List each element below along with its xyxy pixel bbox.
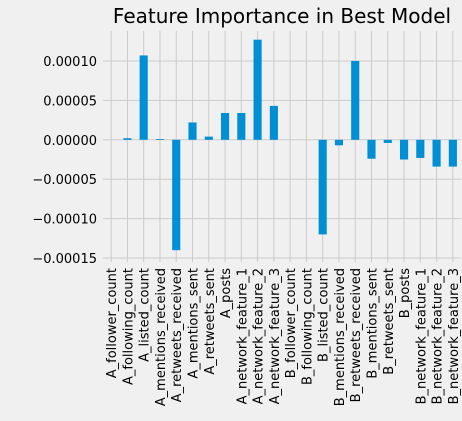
x-tick-label: A_network_feature_3 bbox=[268, 268, 283, 404]
x-tick-label: B_following_count bbox=[300, 268, 315, 385]
bar-a-network-feature-2 bbox=[253, 39, 262, 140]
bar-a-mentions-received bbox=[155, 139, 165, 140]
x-tick-label: A_listed_count bbox=[138, 268, 153, 362]
x-tick-label: A_following_count bbox=[121, 268, 136, 385]
y-tick-labels: −0.00015 −0.00010 −0.00005 0.00000 0.00005 0.… bbox=[32, 55, 97, 267]
x-tick-label: A_retweets_sent bbox=[203, 268, 218, 375]
bar-b-network-feature-1 bbox=[416, 139, 425, 158]
x-tick-label: A_follower_count bbox=[105, 268, 120, 378]
bar-b-mentions-sent bbox=[367, 139, 376, 159]
y-tick-label: −0.00005 bbox=[32, 173, 97, 188]
y-tick-label: 0.00010 bbox=[43, 55, 97, 70]
x-tick-label: B_network_feature_3 bbox=[447, 268, 462, 404]
x-tick-label: B_listed_count bbox=[317, 268, 332, 362]
x-tick-label: B_retweets_received bbox=[349, 268, 364, 402]
bar-b-posts bbox=[399, 139, 409, 160]
bar-a-posts bbox=[220, 112, 230, 140]
x-tick-label: B_network_feature_1 bbox=[414, 268, 429, 404]
bar-b-retweets-received bbox=[351, 60, 360, 140]
y-tick-label: −0.00010 bbox=[32, 213, 97, 228]
x-tick-label: A_mentions_sent bbox=[187, 268, 202, 379]
x-tick-label: A_posts bbox=[219, 268, 234, 318]
x-tick-label: B_retweets_sent bbox=[382, 268, 397, 375]
bar-b-retweets-sent bbox=[383, 139, 392, 143]
bar-b-mentions-received bbox=[334, 139, 344, 146]
bar-a-network-feature-1 bbox=[237, 112, 246, 140]
bar-a-listed-count bbox=[139, 55, 148, 140]
bar-a-mentions-sent bbox=[188, 122, 197, 140]
x-tick-label: B_mentions_received bbox=[333, 268, 348, 406]
bars bbox=[123, 39, 457, 251]
x-tick-label: B_network_feature_2 bbox=[431, 268, 446, 404]
x-tick-label: A_mentions_received bbox=[154, 268, 169, 406]
chart-title: Feature Importance in Best Model bbox=[113, 4, 451, 28]
x-tick-label: A_network_feature_2 bbox=[252, 268, 267, 404]
y-tick-label: 0.00000 bbox=[43, 134, 97, 149]
x-tick-label: B_mentions_sent bbox=[366, 268, 381, 379]
bar-a-retweets-sent bbox=[204, 136, 213, 140]
x-tick-labels: A_follower_count A_following_count A_liste… bbox=[105, 268, 462, 406]
x-tick-label: A_network_feature_1 bbox=[235, 268, 250, 404]
y-tick-label: −0.00015 bbox=[32, 252, 97, 267]
bar-a-retweets-received bbox=[172, 139, 181, 251]
bar-b-network-feature-2 bbox=[432, 139, 441, 167]
bar-a-following-count bbox=[123, 138, 132, 140]
bar-b-listed-count bbox=[318, 139, 327, 235]
y-tick-label: 0.00005 bbox=[43, 94, 97, 109]
x-tick-label: B_follower_count bbox=[284, 268, 299, 378]
bar-b-network-feature-3 bbox=[448, 139, 457, 167]
x-tick-label: B_posts bbox=[398, 268, 413, 318]
bar-a-network-feature-3 bbox=[269, 105, 278, 140]
x-tick-label: A_retweets_received bbox=[170, 268, 185, 402]
